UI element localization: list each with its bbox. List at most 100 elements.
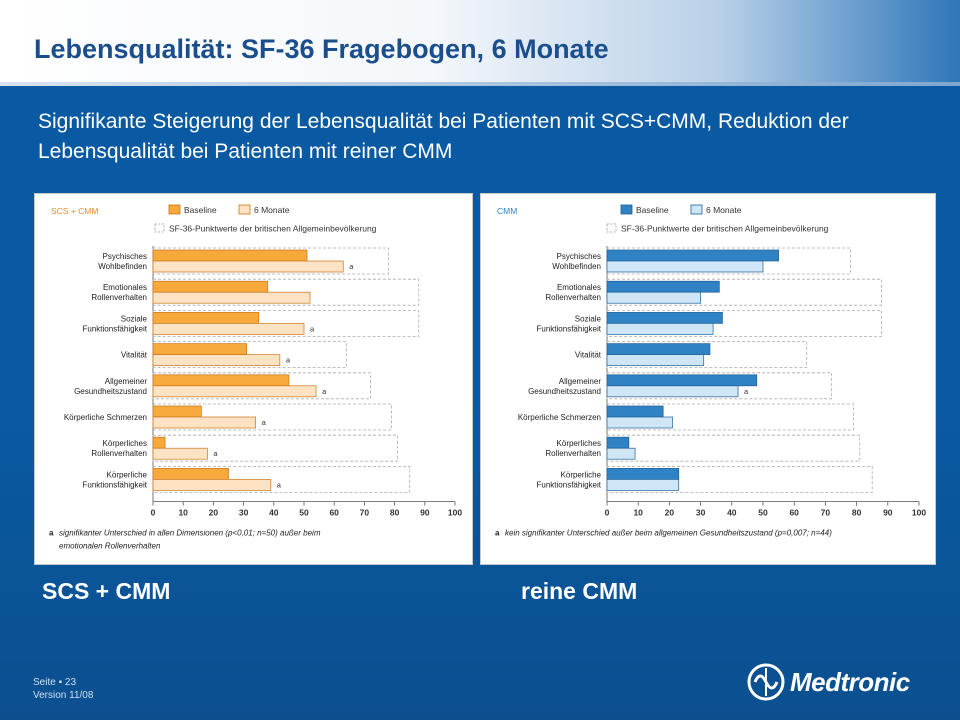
category-label: Rollenverhalten xyxy=(545,293,601,302)
significance-mark: a xyxy=(349,262,354,271)
category-label: Soziale xyxy=(575,314,602,323)
slide-title: Lebensqualität: SF-36 Fragebogen, 6 Mona… xyxy=(34,34,609,64)
bar-baseline xyxy=(152,249,308,262)
category-label: Körperliche Schmerzen xyxy=(64,413,147,422)
x-tick-label: 10 xyxy=(178,508,188,518)
legend-label-6-monate: 6 Monate xyxy=(706,205,742,215)
legend-swatch-baseline xyxy=(168,204,181,215)
x-tick-label: 40 xyxy=(269,508,279,518)
reference-bar xyxy=(606,278,882,306)
bar-6-monate xyxy=(152,260,344,273)
x-tick-label: 80 xyxy=(852,508,862,518)
bar-baseline xyxy=(152,312,260,324)
significance-mark: a xyxy=(277,480,282,489)
chart-scs-cmm: SCS + CMM Baseline 6 Monate SF-36-Punktwert… xyxy=(49,204,462,551)
bar-6-monate xyxy=(152,447,208,460)
significance-mark: a xyxy=(310,324,315,333)
category-label: Körperliche Schmerzen xyxy=(518,413,601,422)
bar-6-monate xyxy=(606,447,636,460)
footnote-mark: a xyxy=(495,529,500,538)
slide-subtitle: Signifikante Steigerung der Lebensqualit… xyxy=(38,110,849,163)
bar-baseline xyxy=(606,374,758,387)
legend-label-6-monate: 6 Monate xyxy=(254,205,290,215)
footnote-text: emotionalen Rollenverhalten xyxy=(59,542,161,551)
legend-swatch-6-monate xyxy=(238,204,251,215)
footnote-text: kein signifikanter Unterschied außer bei… xyxy=(505,529,832,538)
chart-panel-scs: SCS + CMM Baseline 6 Monate SF-36-Punktwert… xyxy=(34,193,473,565)
category-label: Vitalität xyxy=(121,351,148,360)
category-label: Wohlbefinden xyxy=(98,262,147,271)
x-tick-label: 70 xyxy=(360,508,370,518)
caption-scs-cmm: SCS + CMM xyxy=(42,578,171,604)
significance-mark: a xyxy=(262,418,267,427)
medtronic-emblem-icon xyxy=(747,663,785,701)
x-tick-label: 0 xyxy=(151,508,156,518)
footer-version: Version 11/08 xyxy=(33,690,94,701)
category-label: Körperliche xyxy=(561,470,602,479)
category-label: Körperliches xyxy=(557,439,601,448)
significance-mark: a xyxy=(322,387,327,396)
category-label: Rollenverhalten xyxy=(91,293,147,302)
footer-page-number: Seite ▪ 23 xyxy=(33,677,77,688)
bar-6-monate xyxy=(152,354,281,366)
significance-mark: a xyxy=(213,449,218,458)
reference-bar xyxy=(606,434,861,462)
chart-cmm: CMM Baseline 6 Monate SF-36-Punktwerte der … xyxy=(495,204,926,538)
legend-swatch-6-monate xyxy=(690,204,703,215)
bar-6-monate xyxy=(606,479,680,491)
legend-label-baseline: Baseline xyxy=(636,205,669,215)
chart-panel-cmm: CMM Baseline 6 Monate SF-36-Punktwerte der … xyxy=(480,193,936,565)
category-label: Soziale xyxy=(121,314,148,323)
bar-baseline xyxy=(152,343,247,355)
category-label: Funktionsfähigkeit xyxy=(537,324,602,333)
category-label: Gesundheitszustand xyxy=(74,387,147,396)
legend-label-baseline: Baseline xyxy=(184,205,217,215)
legend-swatch-reference xyxy=(154,223,165,233)
x-tick-label: 60 xyxy=(789,508,799,518)
x-tick-label: 20 xyxy=(209,508,219,518)
reference-bar xyxy=(606,465,873,493)
reference-bar xyxy=(606,341,808,369)
category-label: Vitalität xyxy=(575,351,602,360)
reference-bar xyxy=(606,372,833,400)
x-tick-label: 70 xyxy=(821,508,831,518)
category-label: Körperliches xyxy=(103,439,147,448)
significance-mark: a xyxy=(286,356,291,365)
category-label: Emotionales xyxy=(103,283,147,292)
x-tick-label: 100 xyxy=(912,508,926,518)
category-label: Allgemeiner xyxy=(559,377,602,386)
bar-baseline xyxy=(152,280,269,293)
chart-group-label: SCS + CMM xyxy=(51,206,98,216)
footnote-text: signifikanter Unterschied in allen Dimen… xyxy=(59,529,321,538)
legend-label-reference: SF-36-Punktwerte der britischen Allgemei… xyxy=(169,224,377,234)
x-tick-label: 0 xyxy=(605,508,610,518)
category-label: Körperliche xyxy=(107,470,148,479)
x-tick-label: 50 xyxy=(299,508,309,518)
category-label: Psychisches xyxy=(557,252,601,261)
bar-baseline xyxy=(606,280,720,293)
bar-6-monate xyxy=(606,385,739,398)
x-tick-label: 40 xyxy=(727,508,737,518)
bar-6-monate xyxy=(152,385,317,398)
category-label: Emotionales xyxy=(557,283,601,292)
category-label: Funktionsfähigkeit xyxy=(83,324,148,333)
category-label: Rollenverhalten xyxy=(545,449,601,458)
bar-baseline xyxy=(606,436,630,449)
bar-baseline xyxy=(606,468,680,480)
x-tick-label: 60 xyxy=(329,508,339,518)
x-tick-label: 100 xyxy=(448,508,462,518)
x-tick-label: 90 xyxy=(420,508,430,518)
significance-mark: a xyxy=(744,387,749,396)
category-label: Gesundheitszustand xyxy=(528,387,601,396)
category-label: Psychisches xyxy=(103,252,147,261)
legend-swatch-reference xyxy=(606,223,617,233)
category-label: Funktionsfähigkeit xyxy=(537,480,602,489)
logo-wordmark: Medtronic xyxy=(790,667,910,697)
x-tick-label: 50 xyxy=(758,508,768,518)
x-tick-label: 30 xyxy=(239,508,249,518)
category-label: Allgemeiner xyxy=(105,377,148,386)
reference-bar xyxy=(152,434,399,462)
caption-reine-cmm: reine CMM xyxy=(521,578,638,604)
legend-swatch-baseline xyxy=(620,204,633,215)
category-label: Wohlbefinden xyxy=(552,262,601,271)
